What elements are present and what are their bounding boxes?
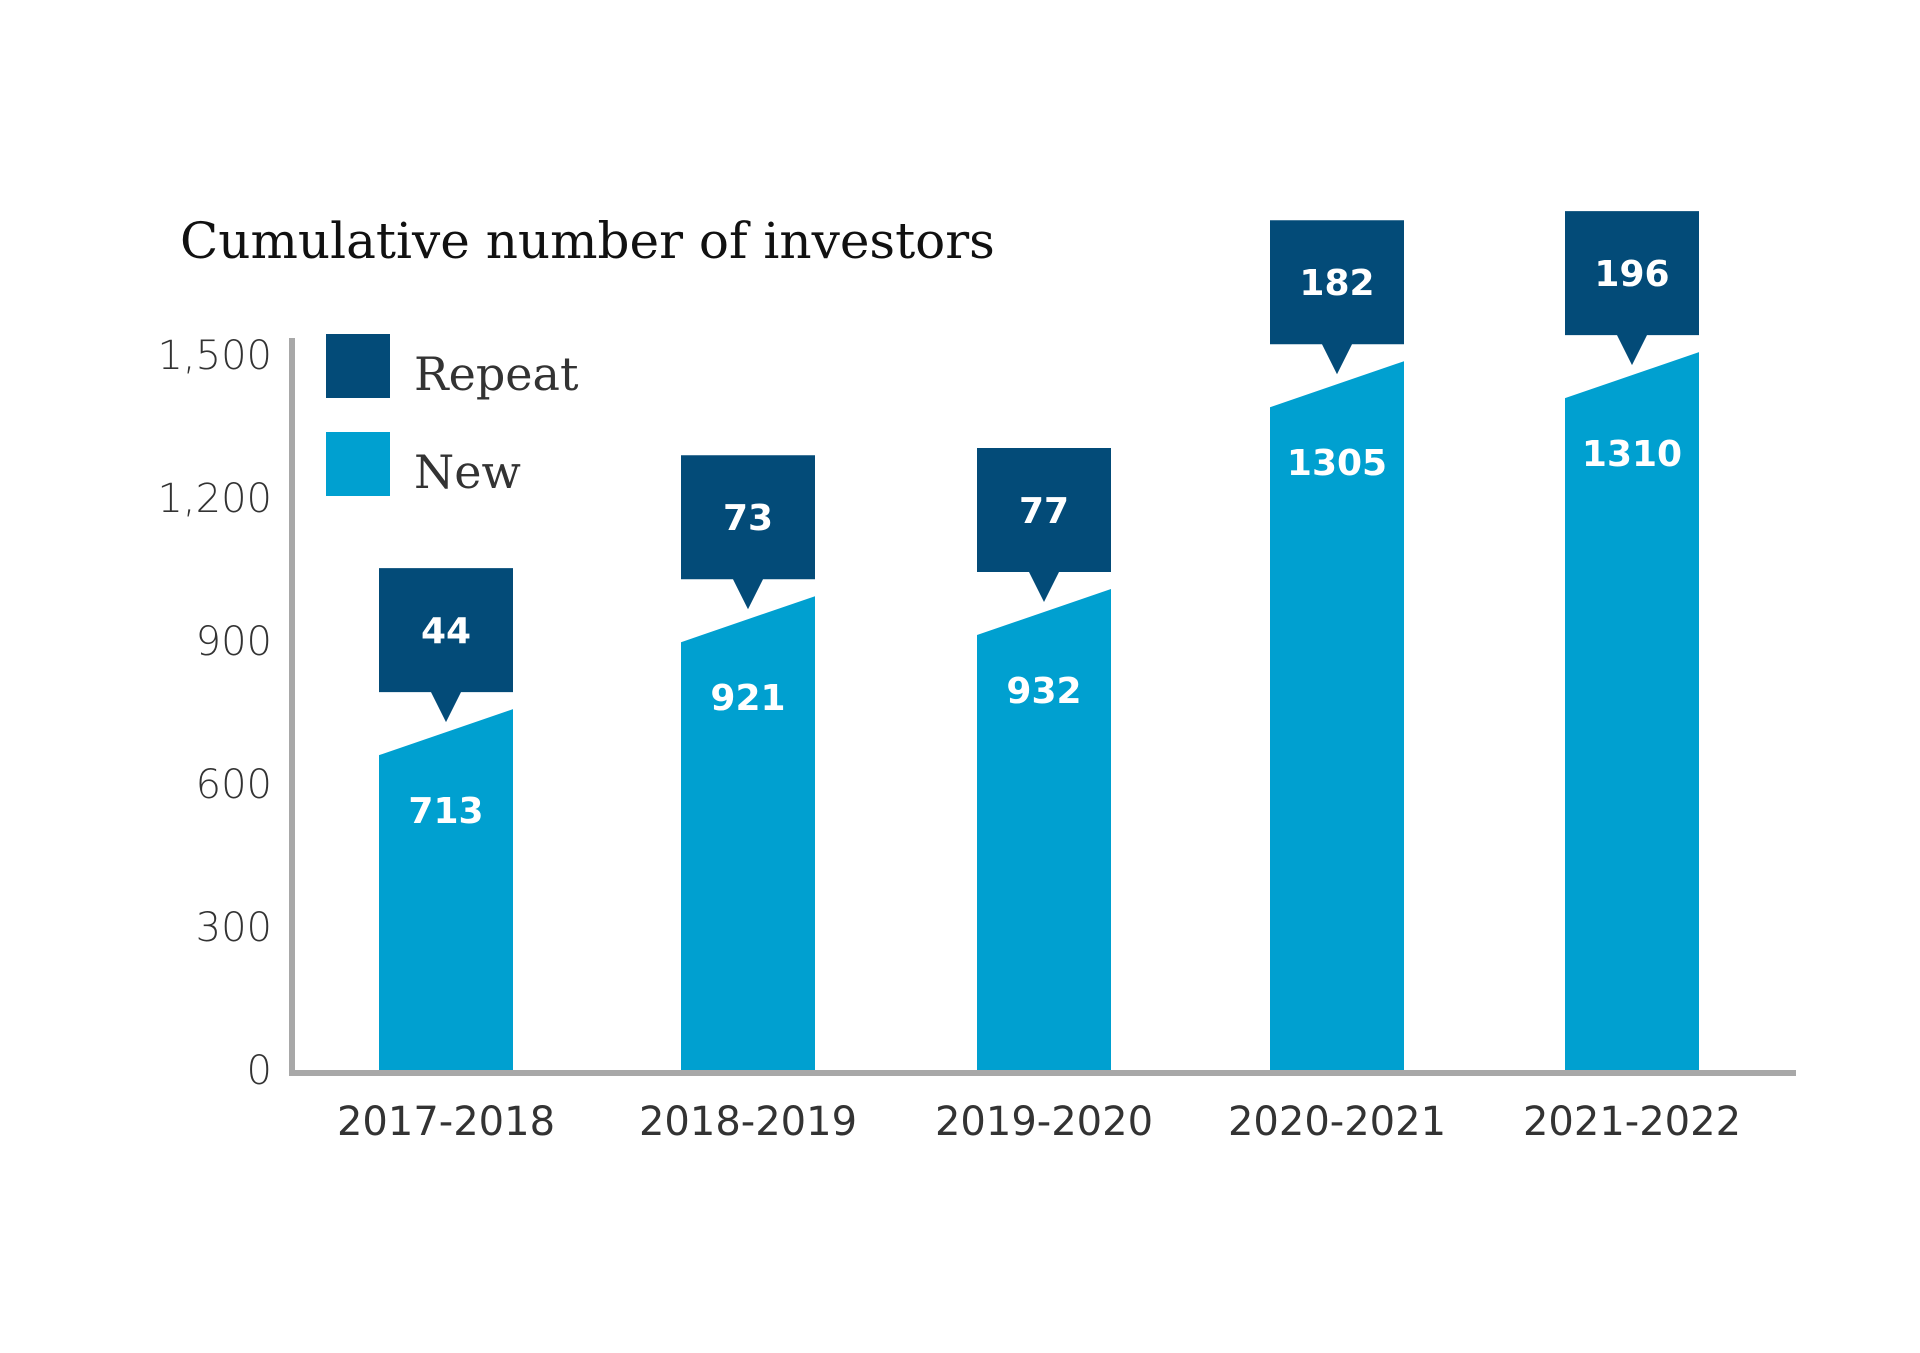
bar-new: [379, 709, 513, 1070]
data-label-new: 713: [408, 791, 483, 832]
legend: Repeat New: [326, 334, 579, 499]
x-tick-label: 2021-2022: [1523, 1099, 1741, 1145]
data-label-new: 932: [1006, 671, 1081, 712]
data-label-repeat: 44: [421, 611, 471, 652]
y-tick-label: 1,200: [157, 476, 272, 522]
bar-new: [1270, 361, 1404, 1070]
data-label-repeat: 196: [1594, 254, 1669, 295]
legend-label-repeat: Repeat: [414, 347, 579, 401]
y-tick-label: 600: [196, 762, 272, 808]
y-tick-label: 1,500: [157, 333, 272, 379]
bar-repeat-callout: [1270, 220, 1404, 375]
data-label-new: 1305: [1287, 443, 1387, 484]
y-tick-label: 0: [247, 1048, 272, 1094]
x-tick-label: 2017-2018: [337, 1099, 555, 1145]
data-label-repeat: 73: [723, 498, 773, 539]
data-label-new: 1310: [1582, 434, 1682, 475]
bar-repeat-callout: [681, 455, 815, 610]
legend-swatch-new: [326, 432, 390, 496]
chart-title: Cumulative number of investors: [180, 212, 995, 270]
x-axis-ticks: 2017-2018 2018-2019 2019-2020 2020-2021 2021…: [337, 1099, 1741, 1145]
bar-new: [1565, 352, 1699, 1070]
legend-label-new: New: [414, 445, 521, 499]
bar-new: [681, 596, 815, 1070]
bar-repeat-callout: [379, 568, 513, 723]
y-tick-label: 300: [196, 905, 272, 951]
data-label-new: 921: [710, 678, 785, 719]
bar-new: [977, 589, 1111, 1070]
x-tick-label: 2020-2021: [1228, 1099, 1446, 1145]
bars: 44 713 73 921 77 932 182 1305 196 1310: [379, 211, 1699, 1070]
data-label-repeat: 77: [1019, 491, 1069, 532]
legend-swatch-repeat: [326, 334, 390, 398]
data-label-repeat: 182: [1299, 263, 1374, 304]
x-tick-label: 2019-2020: [935, 1099, 1153, 1145]
bar-repeat-callout: [1565, 211, 1699, 366]
x-tick-label: 2018-2019: [639, 1099, 857, 1145]
bar-repeat-callout: [977, 448, 1111, 603]
y-axis-ticks: 0 300 600 900 1,200 1,500: [157, 333, 272, 1094]
y-tick-label: 900: [196, 619, 272, 665]
